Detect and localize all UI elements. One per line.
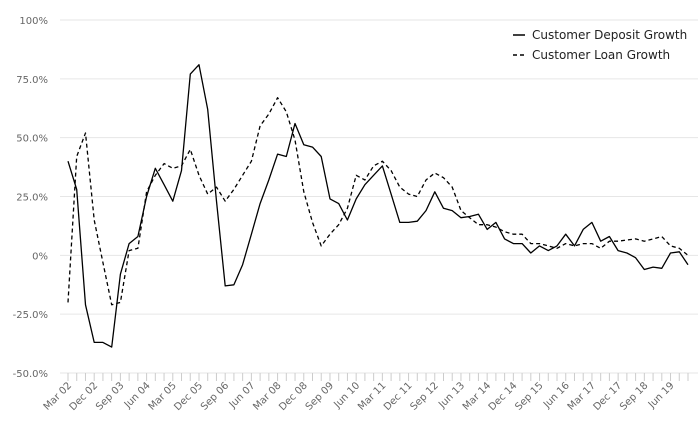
x-tick-label: Sep 09 [304, 380, 336, 412]
y-axis-ticks: 100% 75.0% 50.0% 25.0% 0% -25.0% -50.0% [13, 16, 48, 380]
x-tick-label: Sep 03 [94, 380, 126, 412]
gridlines [60, 19, 698, 374]
x-tick-label: Sep 12 [409, 380, 441, 412]
legend-label-loan: Customer Loan Growth [532, 48, 670, 62]
y-tick-label: 100% [19, 16, 48, 27]
series-line-customer-deposit-growth [67, 64, 689, 348]
y-tick-label: 75.0% [16, 75, 48, 86]
y-tick-label: -25.0% [13, 310, 48, 321]
series-lines [67, 64, 689, 348]
y-tick-label: 0% [32, 251, 48, 262]
y-tick-label: 25.0% [16, 193, 48, 204]
y-tick-label: 50.0% [16, 134, 48, 145]
x-tick-label: Dec 11 [382, 380, 415, 413]
x-tick-label: Dec 14 [487, 380, 520, 413]
x-tick-label: Dec 17 [592, 380, 625, 413]
legend-label-deposit: Customer Deposit Growth [532, 28, 687, 42]
legend: Customer Deposit Growth Customer Loan Gr… [513, 28, 687, 62]
x-tick-label: Dec 08 [277, 380, 310, 413]
x-tick-label: Dec 05 [172, 380, 205, 413]
x-tick-label: Jun 19 [646, 380, 677, 411]
series-line-customer-loan-growth [67, 97, 689, 306]
x-tick-label: Sep 18 [618, 380, 650, 412]
y-tick-label: -50.0% [13, 369, 48, 380]
x-tick-label: Sep 15 [513, 380, 545, 412]
x-tick-label: Dec 02 [68, 380, 101, 413]
x-tick-label: Sep 06 [199, 380, 231, 412]
